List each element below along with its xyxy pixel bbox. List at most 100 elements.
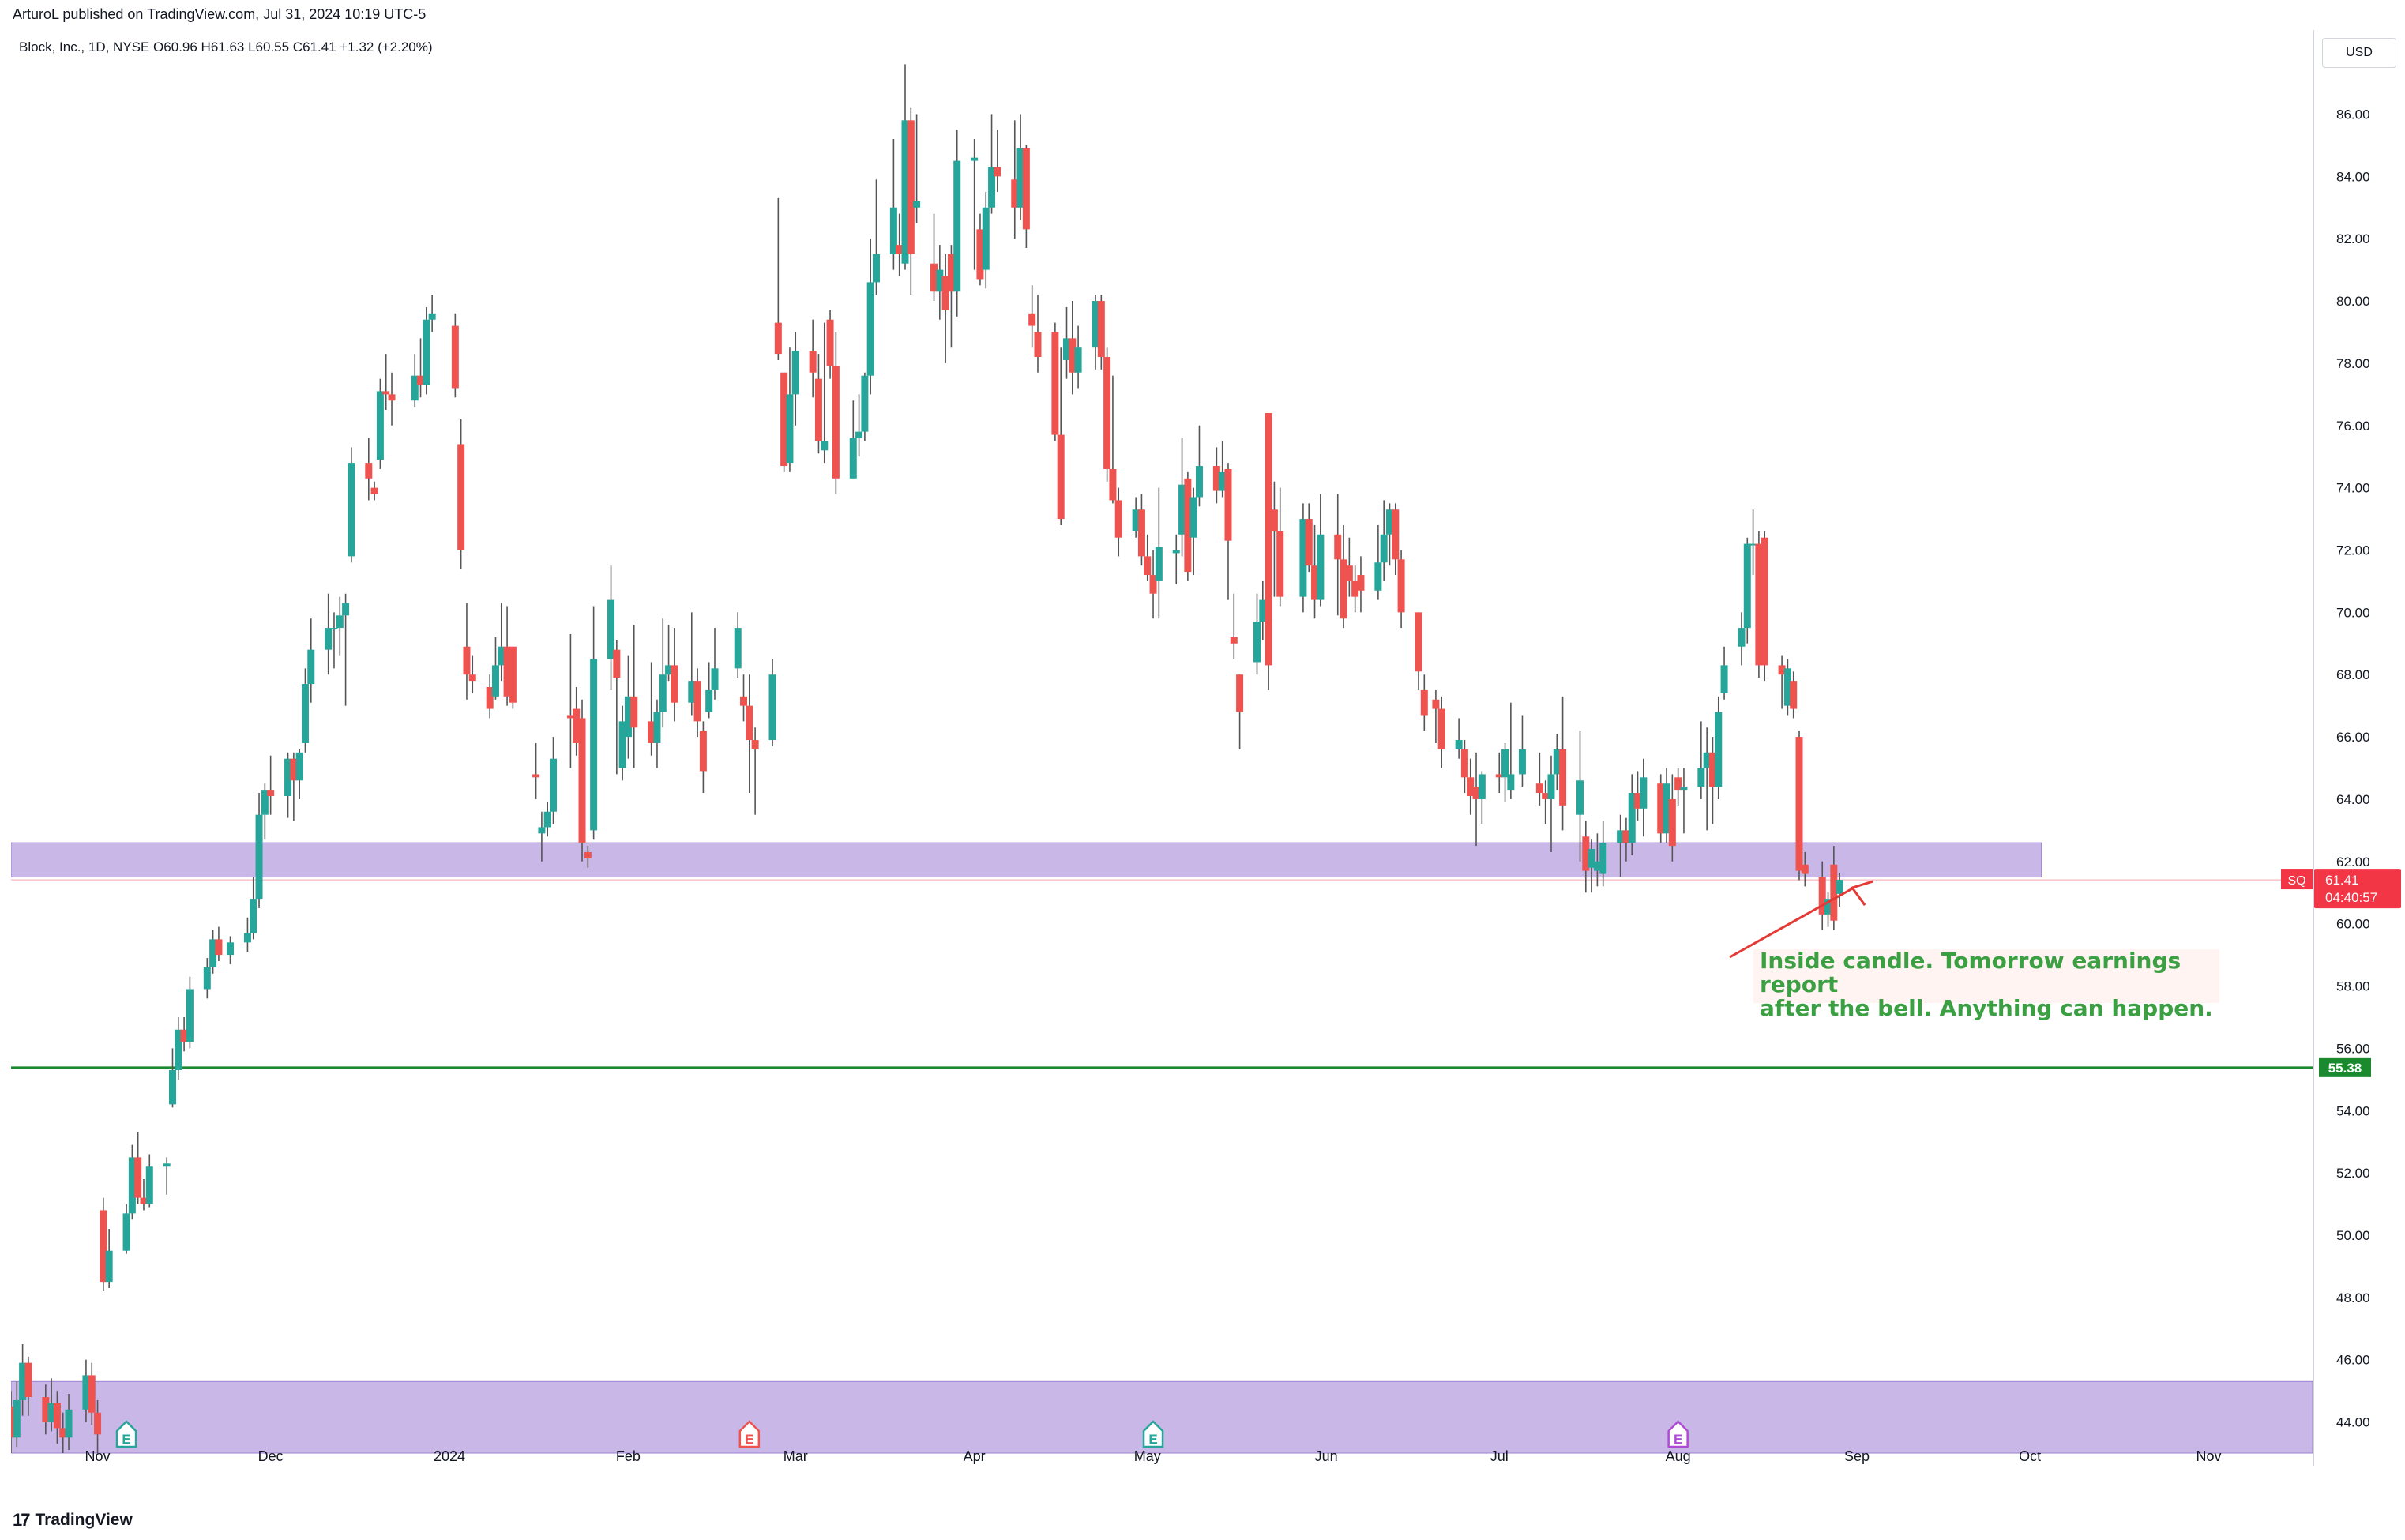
candle-body [1467,777,1475,797]
candle-body [411,375,419,401]
candle [941,254,949,363]
candle [936,245,944,320]
candle-body [1432,699,1440,709]
candle [832,332,840,494]
candle [1069,301,1077,395]
candle-body [947,254,955,292]
candle [227,936,235,964]
candle [976,213,984,286]
candle [370,481,378,501]
candle [336,596,344,656]
candle [255,793,263,908]
candle [1640,758,1648,837]
candle-body [705,689,713,712]
candle [1334,494,1342,616]
candle-body [543,811,551,828]
x-axis-label: Feb [616,1448,641,1464]
candle [988,114,996,214]
candle-body [573,708,581,743]
candle [947,245,955,348]
candle [1385,503,1393,566]
candle-body [1743,543,1751,629]
earnings-icon: E [115,1420,137,1448]
candle-body [814,378,822,441]
candle [203,958,211,999]
candle-body [740,696,748,706]
candle-body [1392,509,1400,560]
price-axis[interactable]: 44.00 46.00 48.00 50.00 52.00 54.00 56.00 58.00… [2313,30,2405,1466]
candle-body [1380,534,1388,563]
candle [1801,851,1809,887]
candle-body [370,487,378,494]
candle-body [1253,622,1261,663]
candle [65,1394,73,1451]
candle [1599,821,1607,887]
price-tick-label: 46.00 [2336,1353,2370,1368]
candle [855,394,863,457]
price-tick-label: 78.00 [2336,356,2370,371]
candle-body [1455,740,1463,749]
candle-body [261,790,269,815]
candle-body [532,774,540,778]
candle-body [1265,413,1272,666]
candle-body [1224,468,1232,541]
candle-body [1219,471,1227,491]
candle [1057,347,1065,525]
earnings-icon-shape [1667,1420,1689,1448]
earnings-icon-label: E [122,1432,130,1447]
candle-body [175,1029,182,1070]
candle-body [971,157,979,161]
candle [659,618,667,728]
currency-button[interactable]: USD [2322,38,2396,68]
candle-body [1680,787,1688,791]
candle-body [1640,777,1648,809]
tradingview-logo[interactable]: 17 TradingView [13,1510,133,1531]
candle [1559,696,1567,831]
candle-body [463,646,471,675]
candle [428,295,436,332]
candle-body [1270,509,1278,531]
annotation-line-2: after the bell. Anything can happen. [1760,995,2213,1021]
candle-body [1547,774,1555,799]
candle-body [1790,681,1798,709]
chart-plot-area[interactable]: E E E E Nov Dec 2024 Feb Mar Apr May Jun Jul Aug Sep O… [11,30,2313,1466]
candle [1749,509,1757,576]
candle-body [1114,500,1122,538]
candle-body [791,351,799,395]
candle [1311,524,1319,619]
candle-body [584,851,592,858]
candle [1011,120,1019,239]
candle [566,633,574,768]
symbol-legend[interactable]: Block, Inc., 1D, NYSE O60.96 H61.63 L60.… [19,39,433,54]
candle [1397,550,1405,629]
price-tick-label: 70.00 [2336,605,2370,620]
x-axis-label: Aug [1666,1448,1691,1464]
x-axis-label: Nov [85,1448,111,1464]
candlestick-chart[interactable]: E E E E Nov Dec 2024 Feb Mar Apr May Jun Jul Aug Sep O… [11,30,2313,1466]
candle-body [1460,749,1468,778]
candle-body [503,646,511,697]
candle-body [896,245,904,254]
candle-body [1663,783,1670,834]
candle [1276,487,1284,607]
candle-body [180,1029,188,1042]
candle [1155,487,1163,619]
candle-body [1374,562,1382,591]
candle-body [866,282,874,376]
candle-body [768,674,776,741]
candle [24,1356,32,1416]
candle-body [988,167,996,208]
candle [896,213,904,276]
candle [1114,487,1122,557]
candle-body [1420,689,1428,716]
candle-body [1178,484,1186,535]
candle-body [653,712,661,743]
candle [486,674,494,719]
candle-body [1634,793,1642,809]
candle-body [1738,628,1746,647]
candle [1790,671,1798,719]
earnings-icon-shape [738,1420,761,1448]
candle [1778,655,1786,709]
candle-body [861,375,869,432]
candle [1818,861,1826,930]
